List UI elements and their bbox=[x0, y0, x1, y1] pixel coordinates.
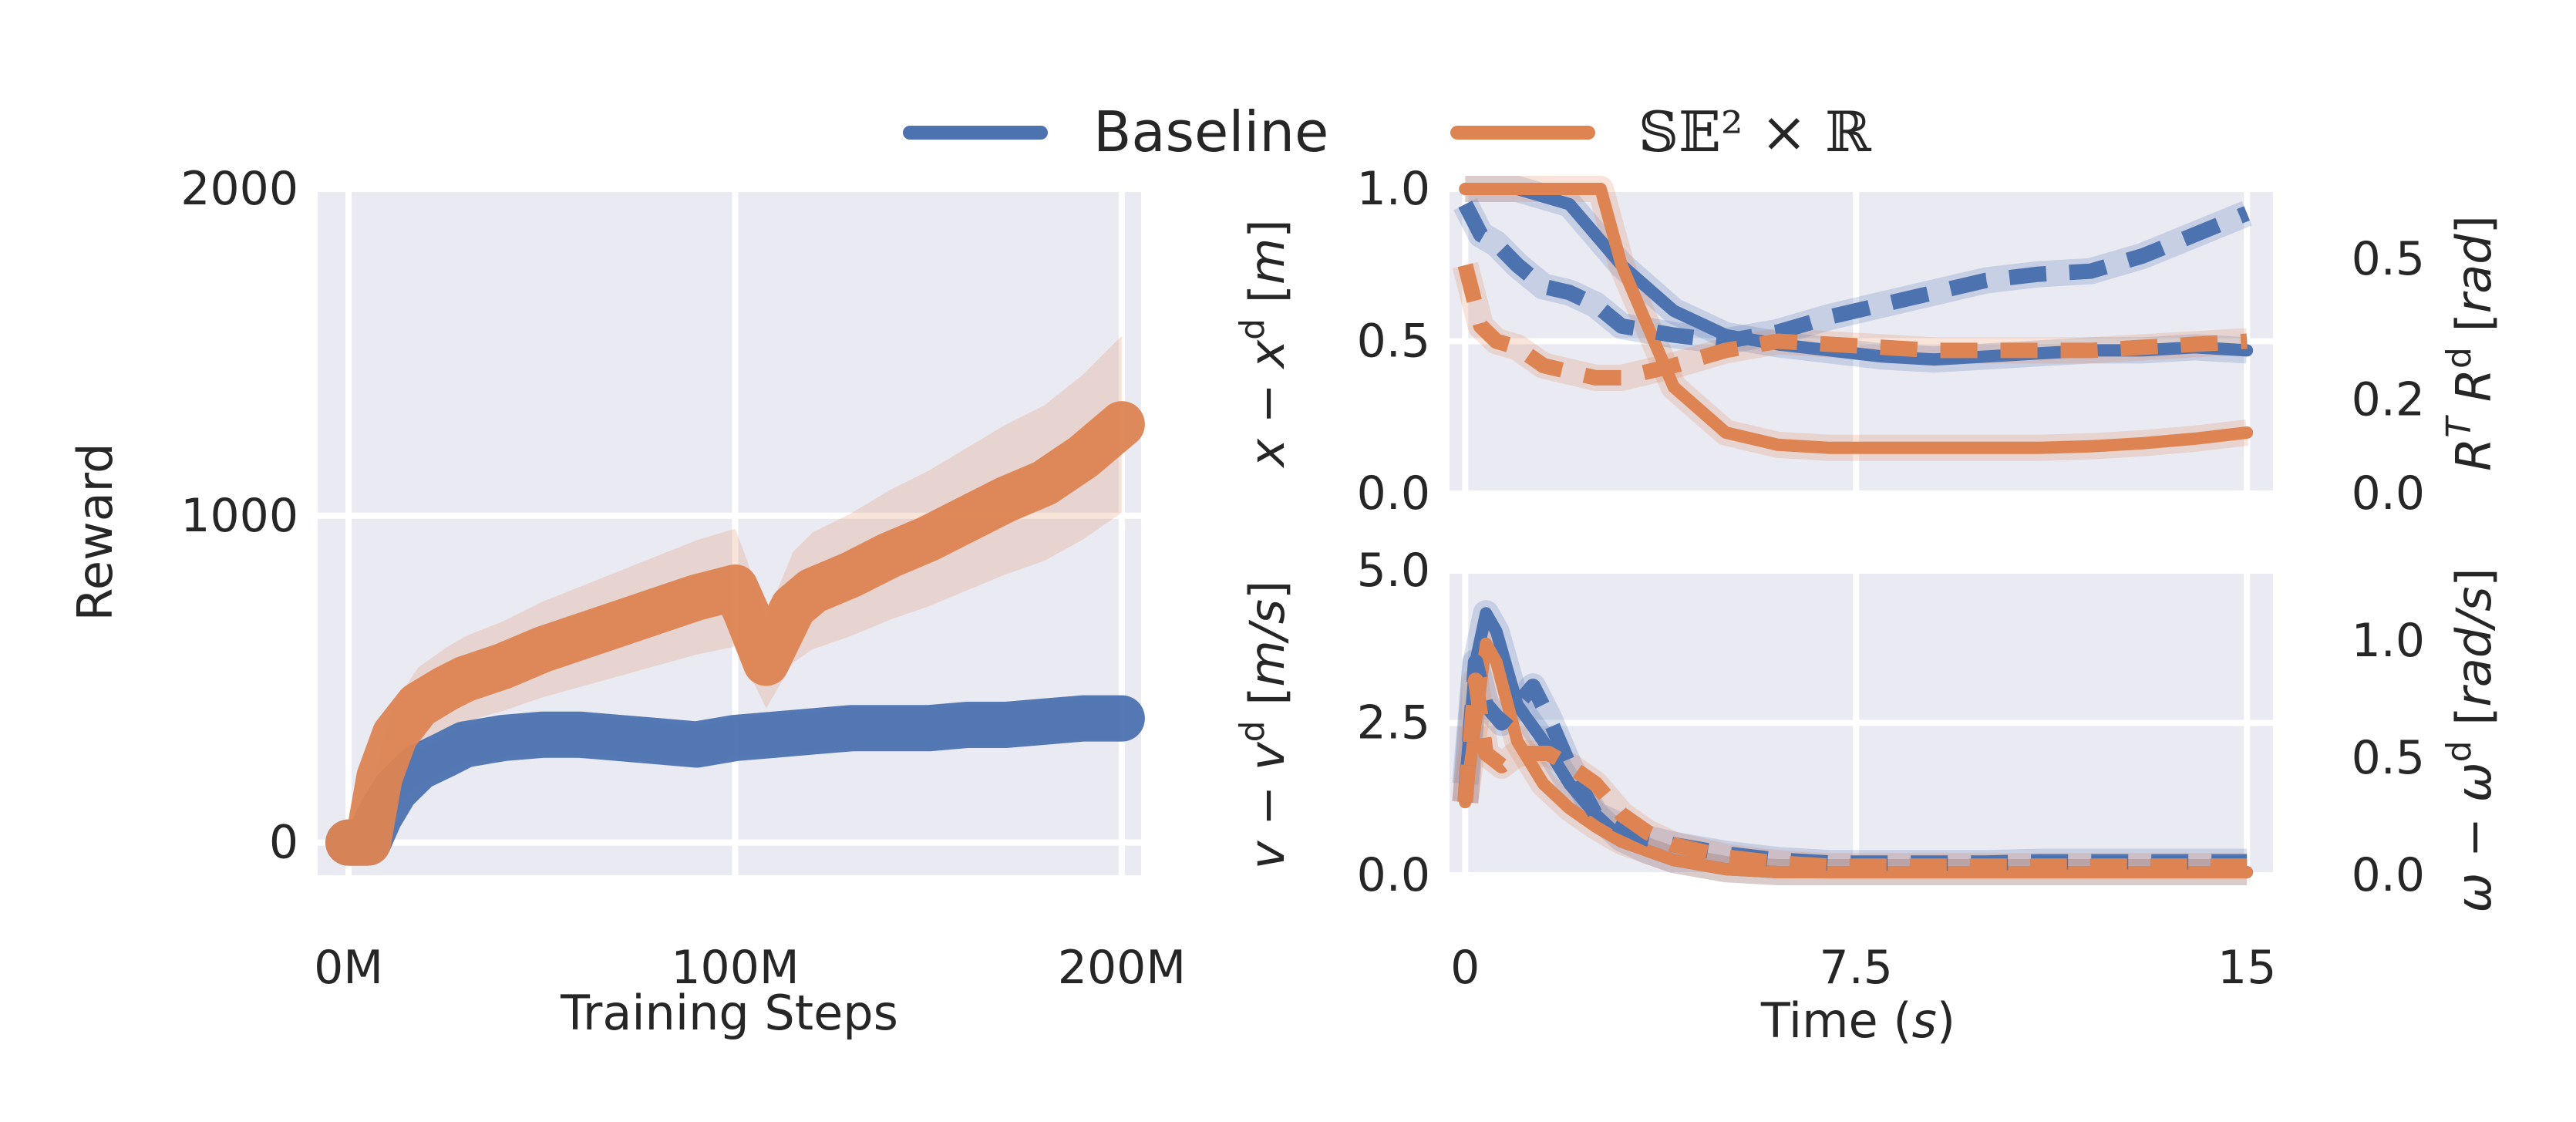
x-tick-label: 200M bbox=[1058, 941, 1186, 995]
x-tick-label: 0M bbox=[314, 941, 383, 995]
series-line-position bbox=[1459, 183, 2254, 454]
y-right-tick-label: 0.0 bbox=[2352, 467, 2425, 521]
series-line-angular-velocity bbox=[1457, 672, 2248, 874]
series-line-baseline bbox=[325, 695, 1145, 866]
x-tick-label: 100M bbox=[671, 941, 799, 995]
legend: Baseline 𝕊𝔼² × ℝ bbox=[903, 99, 1872, 164]
svg-text:ω − ωd [rad/s]: ω − ωd [rad/s] bbox=[2440, 568, 2502, 912]
y-tick-label: 0.0 bbox=[1357, 848, 1430, 902]
y-tick-label: 0 bbox=[269, 816, 298, 870]
y-right-tick-label: 0.5 bbox=[2352, 731, 2425, 785]
series-line-baseline-rotation bbox=[1458, 200, 2250, 349]
x-tick-label: 7.5 bbox=[1820, 941, 1893, 995]
angular-velocity-ylabel: ω − ωd [rad/s] bbox=[2440, 568, 2502, 912]
legend-label-baseline: Baseline bbox=[1093, 99, 1328, 164]
y-tick-label: 1000 bbox=[180, 489, 298, 543]
y-tick-label: 2.5 bbox=[1357, 696, 1430, 750]
rotation-error-ylabel: RT Rd [rad] bbox=[2440, 215, 2502, 471]
series-line-series bbox=[325, 401, 1145, 866]
y-tick-label: 2000 bbox=[180, 162, 298, 216]
x-tick-label: 15 bbox=[2217, 941, 2276, 995]
position-error-ylabel: x − xd [m] bbox=[1233, 219, 1295, 468]
x-tick-label: 0 bbox=[1450, 941, 1480, 995]
y-right-tick-label: 0.0 bbox=[2352, 848, 2425, 902]
time-xlabel: Time (s) bbox=[1760, 992, 1955, 1049]
reward-xlabel: Training Steps bbox=[560, 985, 898, 1041]
velocity-error-panel: 0.0 2.5 5.0 0.0 0.5 1.0 0 7.5 15 Time (s) v − vd… bbox=[1233, 544, 2502, 1049]
y-right-tick-label: 0.2 bbox=[2352, 372, 2425, 426]
svg-text:Time (s): Time (s) bbox=[1760, 992, 1955, 1049]
svg-text:v − vd [m/s]: v − vd [m/s] bbox=[1233, 581, 1295, 869]
svg-text:RT Rd [rad]: RT Rd [rad] bbox=[2440, 215, 2502, 471]
reward-panel: 0 1000 2000 0M 100M 200M Training Steps Rewar… bbox=[67, 162, 1186, 1041]
y-right-tick-label: 1.0 bbox=[2352, 614, 2425, 668]
position-error-panel: 0.0 0.5 1.0 0.0 0.2 0.5 x − xd [m] RT Rd [rad… bbox=[1233, 162, 2502, 521]
y-tick-label: 0.5 bbox=[1357, 315, 1430, 369]
svg-text:x − xd [m]: x − xd [m] bbox=[1233, 219, 1295, 468]
linear-velocity-ylabel: v − vd [m/s] bbox=[1233, 581, 1295, 869]
legend-label-se2: 𝕊𝔼² × ℝ bbox=[1638, 99, 1872, 164]
y-right-tick-label: 0.5 bbox=[2352, 232, 2425, 286]
y-tick-label: 0.0 bbox=[1357, 467, 1430, 521]
series-line-rotation bbox=[1457, 263, 2248, 386]
reward-ylabel: Reward bbox=[67, 443, 123, 622]
y-tick-label: 1.0 bbox=[1357, 162, 1430, 216]
y-tick-label: 5.0 bbox=[1357, 544, 1430, 598]
